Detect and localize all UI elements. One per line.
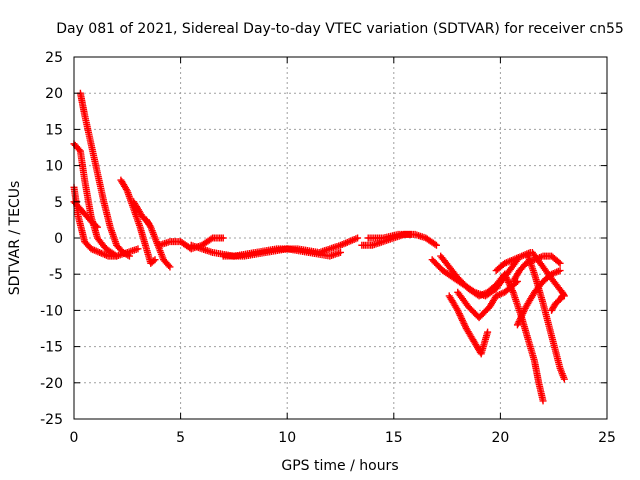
data-point <box>539 397 547 405</box>
series-track-16 <box>454 277 521 322</box>
series-track-23 <box>548 292 566 314</box>
grid-layer <box>74 57 607 419</box>
data-point <box>165 262 173 270</box>
data-point <box>134 245 142 253</box>
data-point <box>122 185 130 193</box>
data-point <box>125 252 133 260</box>
series-track-21 <box>524 252 568 383</box>
series-track-15 <box>445 292 492 358</box>
y-tick-label: 5 <box>54 195 63 211</box>
data-point <box>207 235 215 243</box>
x-tick-label: 0 <box>70 430 79 446</box>
x-tick-label: 5 <box>176 430 185 446</box>
x-tick-label: 20 <box>491 430 509 446</box>
x-tick-label: 15 <box>385 430 403 446</box>
y-tick-label: -15 <box>40 340 63 356</box>
series-track-12 <box>364 230 415 242</box>
y-tick-label: -20 <box>40 376 63 392</box>
data-point <box>75 146 83 154</box>
data-point <box>431 240 439 248</box>
x-tick-label: 10 <box>278 430 296 446</box>
y-tick-label: 20 <box>45 86 63 102</box>
data-layer <box>70 89 568 405</box>
y-tick-label: 0 <box>54 231 63 247</box>
series-track-10 <box>219 245 344 260</box>
data-point <box>556 267 564 275</box>
data-point <box>166 263 174 271</box>
chart-title: Day 081 of 2021, Sidereal Day-to-day VTE… <box>56 21 624 37</box>
y-tick-label: 10 <box>45 159 63 175</box>
data-point <box>337 248 344 256</box>
data-point <box>556 259 564 267</box>
data-point <box>146 222 154 230</box>
data-point <box>484 328 492 336</box>
data-point <box>555 258 563 266</box>
x-axis-label: GPS time / hours <box>281 458 398 474</box>
data-point <box>219 234 227 242</box>
data-point <box>124 251 132 259</box>
data-point <box>558 293 566 301</box>
series-track-17 <box>492 248 534 275</box>
data-point <box>432 241 440 249</box>
axis-layer: 0 5 10 15 20 25 -25 -20 -15 -10 -5 0 5 10 15 20 25 <box>40 50 616 446</box>
series-track-7 <box>142 216 174 271</box>
y-tick-label: 15 <box>45 122 63 138</box>
data-point <box>560 375 568 383</box>
y-axis-label: SDTVAR / TECUs <box>7 181 23 296</box>
y-tick-label: 25 <box>45 50 63 66</box>
data-point <box>354 234 362 242</box>
y-tick-label: -5 <box>49 267 63 283</box>
data-point <box>407 230 415 238</box>
series-track-18 <box>501 270 547 405</box>
data-point <box>151 256 159 264</box>
x-tick-label: 25 <box>598 430 616 446</box>
y-tick-label: -10 <box>40 303 63 319</box>
series-track-14 <box>437 252 509 300</box>
y-tick-label: -25 <box>40 412 63 428</box>
data-point <box>558 292 566 300</box>
data-point <box>150 257 158 265</box>
series-track-4 <box>76 89 133 260</box>
series-track-22 <box>528 248 568 300</box>
